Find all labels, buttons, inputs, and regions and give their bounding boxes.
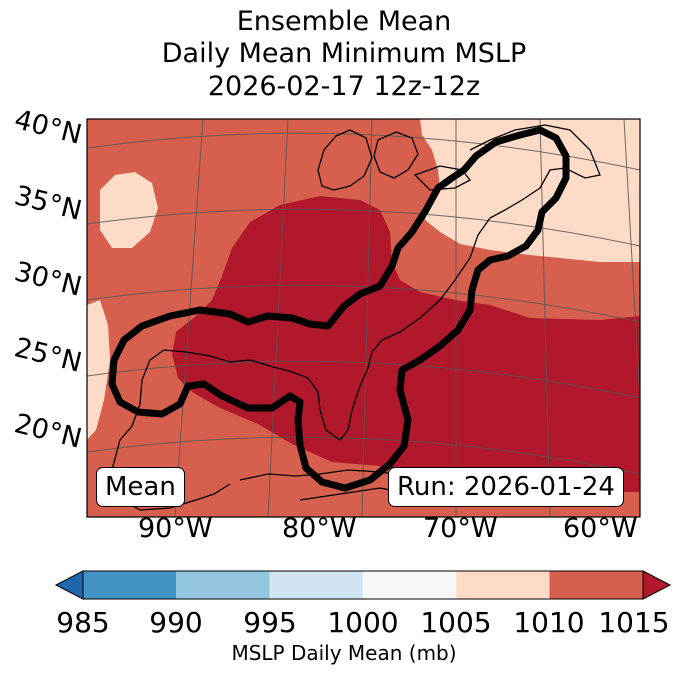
colorbar-over-extend [642, 570, 672, 600]
lon-label-70w: 70°W [423, 513, 498, 544]
colorbar-tick-1015: 1015 [598, 606, 670, 639]
title-line-1: Ensemble Mean [236, 6, 452, 37]
colorbar-bin-995-1000 [269, 571, 363, 599]
colorbar-tick-990: 990 [149, 606, 203, 639]
map-frame [86, 118, 641, 518]
colorbar-tick-1000: 1000 [327, 606, 399, 639]
field-1000-1005-north-west [100, 172, 158, 248]
lon-label-60w: 60°W [563, 513, 638, 544]
run-date-box: Run: 2026-01-24 [388, 467, 624, 507]
field-1010-1015-core [172, 196, 640, 492]
ensemble-contour [108, 126, 570, 492]
colorbar-tick-1010: 1010 [513, 606, 585, 639]
colorbar-bin-985-990 [83, 571, 177, 599]
colorbar-tick-985: 985 [56, 606, 110, 639]
colorbar-bin-1000-1005 [362, 571, 457, 599]
field-1000-1005-west [87, 300, 110, 440]
colorbar-bin-1010-1015 [549, 571, 643, 599]
map-panel [87, 119, 640, 517]
colorbar-tick-1005: 1005 [420, 606, 492, 639]
lon-label-80w: 80°W [282, 513, 357, 544]
title-line-3: 2026-02-17 12z-12z [207, 71, 481, 102]
colorbar-tick-995: 995 [243, 606, 297, 639]
lon-label-90w: 90°W [138, 513, 213, 544]
title-line-2: Daily Mean Minimum MSLP [161, 38, 527, 69]
mean-label-box: Mean [96, 467, 185, 507]
colorbar-bin-990-995 [176, 571, 270, 599]
colorbar [54, 570, 672, 600]
colorbar-label: MSLP Daily Mean (mb) [231, 641, 457, 665]
colorbar-under-extend [54, 570, 84, 600]
colorbar-bin-1005-1010 [456, 571, 550, 599]
